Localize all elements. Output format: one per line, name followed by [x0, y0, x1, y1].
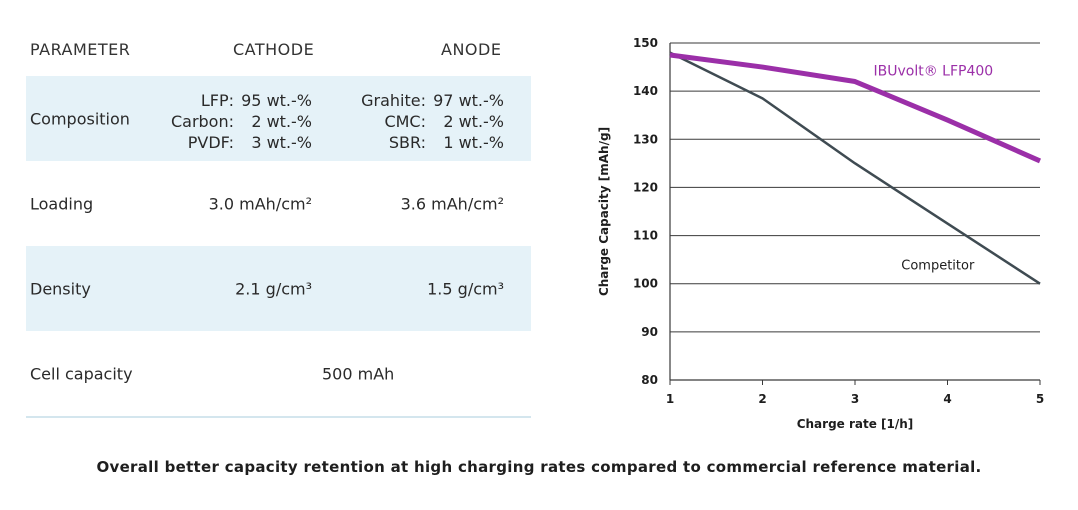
composition-line: Grahite: 97 wt.-%	[361, 90, 504, 111]
loading-anode: 3.6 mAh/cm²	[400, 194, 504, 213]
anode-composition: Grahite: 97 wt.-% CMC: 2 wt.-% SBR: 1 wt.-%	[361, 90, 504, 153]
composition-line: LFP: 95 wt.-%	[171, 90, 312, 111]
component-value: 97 wt.-%	[433, 91, 504, 110]
row-loading: Loading 3.0 mAh/cm² 3.6 mAh/cm²	[26, 161, 531, 246]
row-cell-capacity: Cell capacity 500 mAh	[26, 331, 531, 416]
header-anode: ANODE	[441, 40, 502, 59]
charge-capacity-chart: 80 90 100 110 120 130 140 150 1 2 3 4 5 IBUvolt® LF…	[597, 36, 1044, 431]
component-value: 1 wt.-%	[443, 133, 504, 152]
component-name: Grahite:	[361, 91, 426, 110]
parameter-table: PARAMETER CATHODE ANODE Composition LFP:…	[26, 34, 531, 418]
composition-line: CMC: 2 wt.-%	[361, 111, 504, 132]
x-tick-labels: 1 2 3 4 5	[666, 380, 1044, 406]
series-label-ibuvolt: IBUvolt® LFP400	[874, 64, 994, 80]
composition-line: PVDF: 3 wt.-%	[171, 132, 312, 153]
composition-label: Composition	[30, 109, 130, 128]
density-anode: 1.5 g/cm³	[427, 279, 504, 298]
x-axis-label: Charge rate [1/h]	[797, 417, 914, 431]
cell-capacity-label: Cell capacity	[30, 364, 133, 383]
series-line-ibuvolt	[669, 52, 1042, 164]
y-axis-label: Charge Capacity [mAh/g]	[597, 127, 611, 296]
header-cathode: CATHODE	[233, 40, 315, 59]
y-tick-label: 100	[633, 277, 658, 291]
series-label-competitor: Competitor	[901, 258, 975, 273]
x-tick-label: 1	[666, 392, 674, 406]
table-bottom-rule	[26, 416, 531, 418]
y-tick-label: 130	[633, 132, 658, 146]
y-tick-label: 80	[641, 373, 658, 387]
composition-line: SBR: 1 wt.-%	[361, 132, 504, 153]
row-density: Density 2.1 g/cm³ 1.5 g/cm³	[26, 246, 531, 331]
component-value: 95 wt.-%	[241, 91, 312, 110]
x-tick-label: 3	[851, 392, 859, 406]
component-name: PVDF:	[187, 133, 234, 152]
series-line-competitor	[669, 51, 1041, 285]
y-tick-label: 90	[641, 325, 658, 339]
table-header: PARAMETER CATHODE ANODE	[26, 34, 531, 76]
loading-label: Loading	[30, 194, 94, 213]
y-tick-label: 120	[633, 180, 658, 194]
y-tick-label: 110	[633, 229, 658, 243]
component-value: 3 wt.-%	[251, 133, 312, 152]
cell-capacity-value: 500 mAh	[322, 364, 395, 383]
density-label: Density	[30, 279, 91, 298]
header-parameter: PARAMETER	[30, 40, 131, 59]
figure-caption: Overall better capacity retention at hig…	[96, 458, 982, 476]
component-name: SBR:	[388, 133, 426, 152]
component-name: LFP:	[200, 91, 234, 110]
component-value: 2 wt.-%	[443, 112, 504, 131]
x-tick-label: 5	[1036, 392, 1044, 406]
component-name: CMC:	[384, 112, 426, 131]
y-tick-label: 150	[633, 36, 658, 50]
component-name: Carbon:	[170, 112, 234, 131]
cathode-composition: LFP: 95 wt.-% Carbon: 2 wt.-% PVDF: 3 wt.-%	[171, 90, 312, 153]
x-tick-label: 2	[758, 392, 766, 406]
component-value: 2 wt.-%	[251, 112, 312, 131]
x-tick-label: 4	[943, 392, 951, 406]
row-composition: Composition LFP: 95 wt.-% Carbon: 2 wt.-% …	[26, 76, 531, 161]
y-tick-labels: 80 90 100 110 120 130 140 150	[633, 36, 658, 387]
y-tick-label: 140	[633, 84, 658, 98]
composition-line: Carbon: 2 wt.-%	[171, 111, 312, 132]
series-lines	[669, 51, 1042, 285]
loading-cathode: 3.0 mAh/cm²	[208, 194, 312, 213]
chart-grid	[669, 42, 1040, 381]
density-cathode: 2.1 g/cm³	[235, 279, 312, 298]
